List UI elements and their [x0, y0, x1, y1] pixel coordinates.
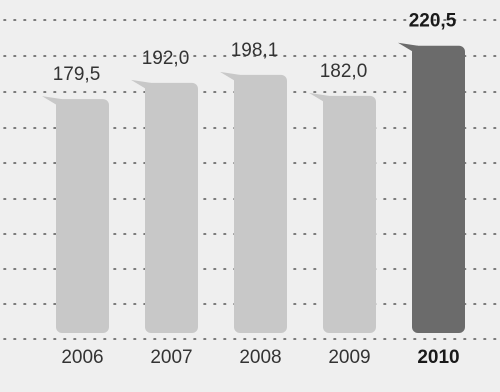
bar-pointer	[309, 92, 329, 105]
x-axis-labels: 2006 2007 2008 2009 2010	[61, 347, 459, 368]
bar-2008	[234, 74, 287, 333]
bar-2006	[56, 99, 109, 333]
bar-pointer	[398, 42, 418, 55]
bar-2010	[412, 45, 465, 333]
value-label: 179,5	[53, 64, 101, 85]
value-label: 192,0	[142, 48, 190, 69]
value-labels: 179,5 192,0 198,1 182,0 220,5	[53, 11, 457, 85]
bar-pointer	[220, 71, 240, 84]
x-tick-label: 2006	[61, 347, 103, 368]
x-tick-label: 2008	[239, 347, 281, 368]
x-tick-label: 2009	[328, 347, 370, 368]
bar-2009	[323, 95, 376, 333]
x-tick-label: 2010	[417, 347, 459, 368]
bar-pointer	[131, 79, 151, 92]
x-tick-label: 2007	[150, 347, 192, 368]
bar-2007	[145, 82, 198, 333]
value-label: 198,1	[231, 40, 279, 61]
value-label: 220,5	[409, 11, 457, 32]
value-label: 182,0	[320, 61, 368, 82]
bars	[42, 42, 465, 333]
bar-pointer	[42, 96, 62, 109]
